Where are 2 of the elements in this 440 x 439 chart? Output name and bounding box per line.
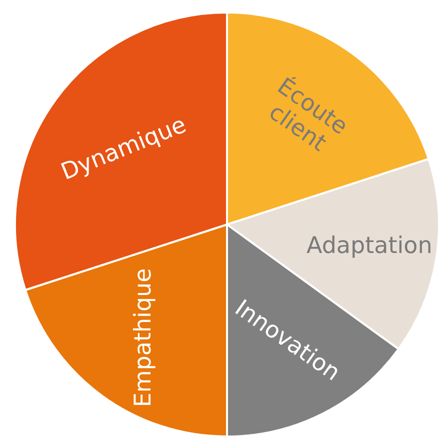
slice-label: Adaptation bbox=[306, 233, 432, 260]
slice-label: Empathique bbox=[130, 268, 157, 408]
